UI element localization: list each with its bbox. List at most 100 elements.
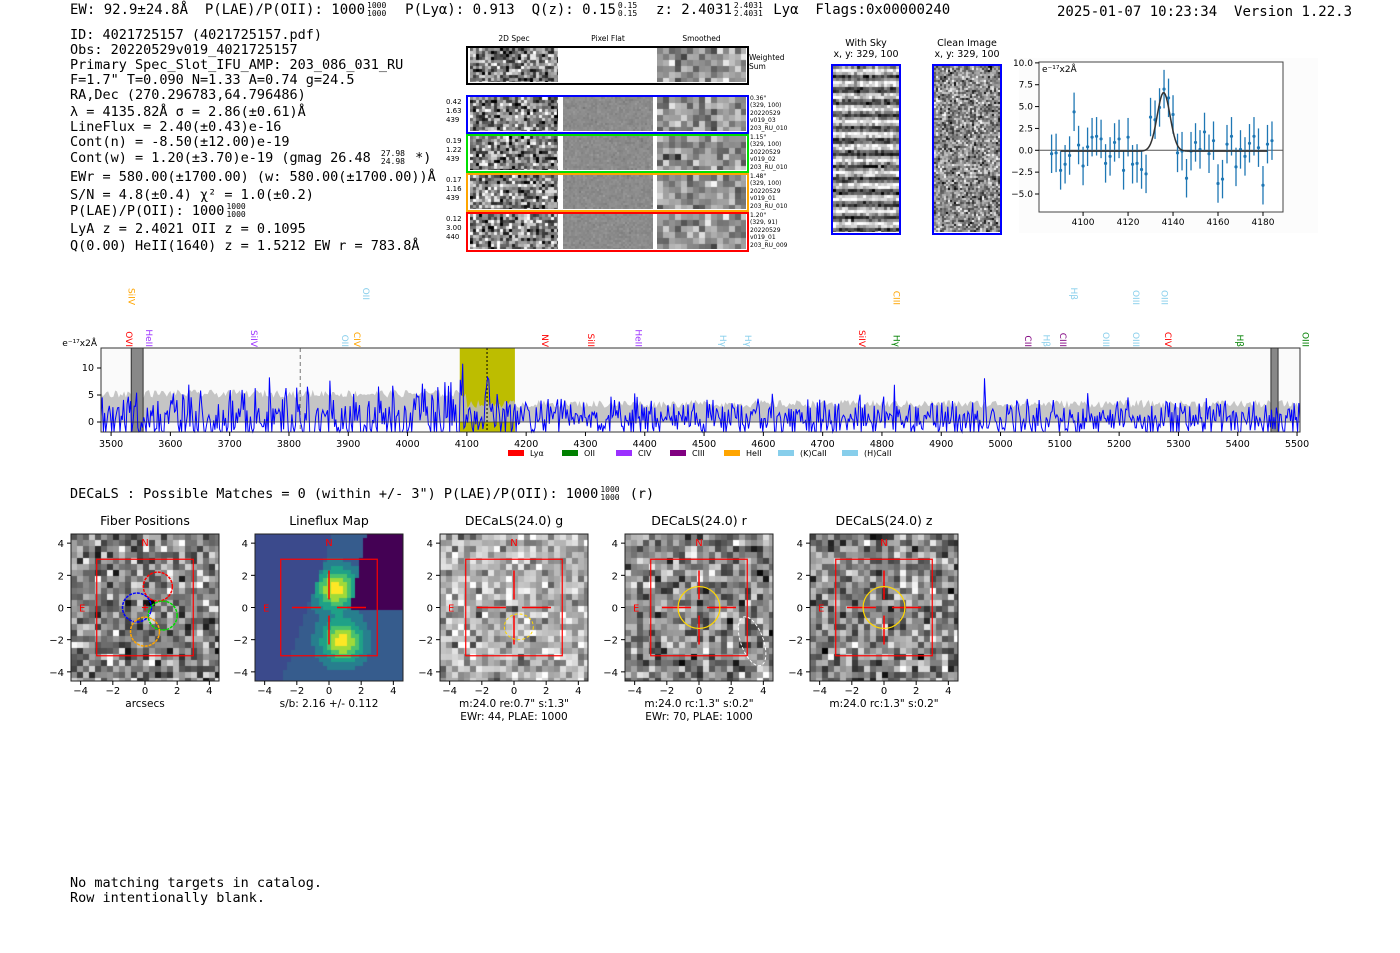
fiber-info: 203_RU_010 — [750, 124, 788, 132]
emission-line-label: OIII — [1299, 332, 1309, 347]
search-box — [96, 558, 194, 657]
aperture-circle — [862, 585, 906, 630]
smoothed-image — [657, 175, 746, 209]
data-point — [1243, 154, 1247, 159]
legend-label: Lyα — [530, 449, 544, 458]
smoothed-image — [657, 97, 746, 131]
x-tick-label: 5000 — [988, 439, 1012, 450]
x-tick-label: −4 — [73, 686, 88, 697]
clean-title: Clean Image — [937, 38, 997, 49]
x-tick-label: 4 — [390, 686, 396, 697]
data-point — [1117, 137, 1121, 141]
z-range: 2.4031 2.4031 — [733, 1, 763, 18]
x-tick-label: 2 — [543, 686, 549, 697]
footer-line2: Row intentionally blank. — [70, 890, 266, 906]
footer-line1: No matching targets in catalog. — [70, 875, 322, 891]
stat-value: 439 — [446, 116, 460, 124]
gmag-range: 27.98 24.98 — [380, 149, 405, 166]
y-tick-label: 4 — [242, 539, 248, 550]
data-point — [1270, 139, 1274, 143]
data-point — [1144, 172, 1148, 176]
fiber-info: (329, 100) — [750, 141, 782, 149]
x-tick-label: 3500 — [99, 439, 123, 450]
cutout-row-frame — [466, 134, 749, 173]
data-point — [1103, 161, 1108, 165]
y-tick-label: 2.5 — [1019, 124, 1033, 134]
gaussian-fit-line — [1060, 91, 1268, 152]
smoothed-image — [657, 136, 746, 170]
fiber-info: (329, 100) — [750, 180, 782, 188]
data-point — [1090, 135, 1094, 139]
stat-value: 0.12 — [446, 215, 462, 223]
emission-line-label: OII — [360, 288, 370, 300]
cutout-row-info: 0.36" (329, 100) 20220529 v019_03 203_RU_010 — [750, 95, 787, 132]
y-tick-label: −4 — [788, 668, 803, 679]
emission-line-label: OIII — [1130, 332, 1140, 347]
legend-label: HeII — [746, 449, 762, 458]
compass-east: E — [633, 604, 639, 615]
legend-swatch — [842, 450, 858, 456]
flags-value: Flags:0x00000240 — [815, 2, 951, 18]
x-tick-label: 4000 — [395, 439, 419, 450]
panel-title: DECaLS(24.0) z — [835, 513, 933, 528]
x-tick-label: 4700 — [811, 439, 835, 450]
fiber-position-circle — [142, 571, 174, 602]
y-tick-label: 4 — [797, 539, 803, 550]
fiber-info: 1.15" — [750, 134, 767, 141]
fiber-position-circle — [147, 600, 178, 631]
y-tick-label: 2 — [58, 571, 64, 582]
x-tick-label: 4180 — [1252, 218, 1275, 228]
x-tick-label: 0 — [142, 686, 148, 697]
panel-overlay: N E 4 −4 2 −2 0 0 −2 2 −4 4 — [233, 533, 404, 697]
fiber-info: 203_RU_009 — [750, 241, 788, 249]
x-tick-label: 4140 — [1162, 218, 1185, 228]
x-tick-label: −2 — [474, 686, 489, 697]
stat-value: 439 — [446, 194, 460, 202]
emission-line-label: Hγ — [890, 335, 900, 348]
emission-line-label: CIV — [1162, 332, 1172, 348]
emission-line-label: SiIV — [856, 330, 866, 348]
stat-value: 1.22 — [446, 146, 462, 154]
data-point — [1225, 142, 1229, 146]
fiber-info: v019_03 — [750, 117, 776, 125]
x-tick-label: 5500 — [1285, 439, 1309, 450]
with_sky-image — [833, 66, 899, 232]
data-point — [1063, 162, 1067, 166]
compass-north: N — [141, 538, 148, 549]
y-tick-label: 4 — [612, 539, 618, 550]
neighbor-ellipse — [737, 616, 767, 667]
search-box — [280, 558, 378, 657]
legend-label: CIII — [692, 449, 705, 458]
panel-frame — [439, 533, 589, 682]
2d-spec-image — [470, 136, 558, 170]
panel-caption: s/b: 2.16 +/- 0.112 — [279, 698, 379, 710]
smoothed-image — [657, 214, 746, 249]
cutout-row-frame — [466, 46, 749, 85]
x-tick-label: −4 — [812, 686, 827, 697]
panel-title: DECaLS(24.0) g — [464, 513, 564, 528]
stat-value: 439 — [446, 155, 460, 163]
stat-value: 1.63 — [446, 107, 462, 115]
fiber-info: 1.48" — [750, 173, 767, 180]
x-tick-label: −2 — [289, 686, 304, 697]
emission-line-label: NV — [539, 334, 549, 348]
y-tick-label: −2 — [233, 636, 248, 647]
emission-line-label: OIII — [1130, 290, 1140, 305]
x-tick-label: 4120 — [1117, 218, 1140, 228]
data-point — [1099, 137, 1103, 141]
emission-line-label: Hβ — [1040, 334, 1050, 347]
data-point — [1166, 96, 1171, 100]
y-tick-label: 0 — [88, 417, 94, 428]
y-tick-label: −5.0 — [1011, 190, 1033, 200]
x-tick-label: −2 — [105, 686, 120, 697]
panel-overlay: N E 4 −4 2 −2 0 0 −2 2 −4 4 — [788, 533, 959, 697]
data-point — [1108, 154, 1112, 159]
data-point — [1247, 141, 1252, 145]
compass-north: N — [695, 538, 702, 549]
x-tick-label: −4 — [442, 686, 457, 697]
x-tick-label: 4400 — [633, 439, 657, 450]
data-point — [1265, 142, 1270, 146]
data-point — [1135, 161, 1139, 165]
legend-swatch — [778, 450, 794, 456]
compass-east: E — [448, 604, 454, 615]
